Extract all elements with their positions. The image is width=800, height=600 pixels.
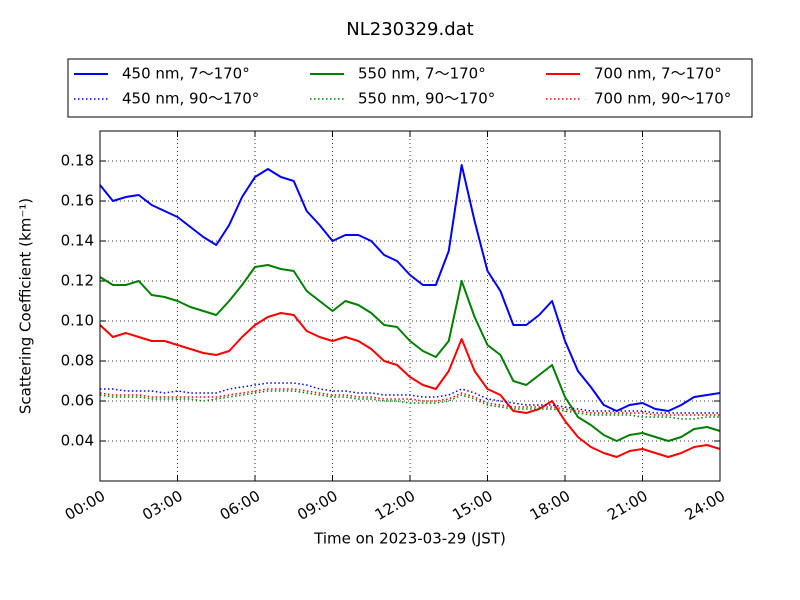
y-tick-label: 0.08 <box>61 352 94 370</box>
y-tick-label: 0.18 <box>61 152 94 170</box>
y-tick-label: 0.10 <box>61 312 94 330</box>
legend-label: 550 nm, 7～170° <box>358 65 486 83</box>
chart-title: NL230329.dat <box>346 19 473 40</box>
legend-label: 450 nm, 7～170° <box>122 65 250 83</box>
y-tick-label: 0.16 <box>61 192 94 210</box>
series-line <box>99 312 721 458</box>
y-tick-label: 0.04 <box>61 432 94 450</box>
y-axis-label: Scattering Coefficient (km⁻¹) <box>17 198 35 414</box>
y-tick-label: 0.12 <box>61 272 94 290</box>
series-line <box>100 382 720 414</box>
y-tick-label: 0.14 <box>61 232 94 250</box>
legend-label: 700 nm, 7～170° <box>594 65 722 83</box>
plot-frame <box>99 130 721 482</box>
x-axis-label: Time on 2023-03-29 (JST) <box>313 530 506 548</box>
y-tick-label: 0.06 <box>61 392 94 410</box>
legend-label: 550 nm, 90～170° <box>358 90 495 108</box>
legend-label: 450 nm, 90～170° <box>122 90 259 108</box>
series-line <box>99 264 721 442</box>
legend-label: 700 nm, 90～170° <box>594 90 731 108</box>
legend-box <box>67 58 753 118</box>
series-line <box>99 390 720 420</box>
